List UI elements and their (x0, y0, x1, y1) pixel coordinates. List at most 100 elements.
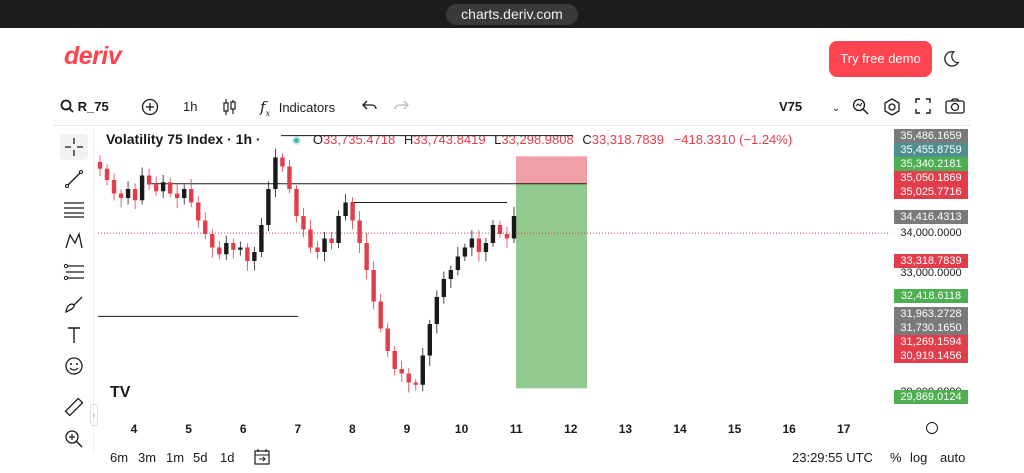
time-tick-label: 5 (185, 422, 192, 436)
percent-scale-button[interactable]: % (890, 450, 902, 465)
url-bar[interactable]: charts.deriv.com (446, 4, 578, 25)
price-axis-label: 31,963.2728 (894, 307, 968, 321)
high-label: H (403, 132, 414, 147)
redo-icon (394, 100, 409, 110)
calendar-icon (254, 449, 270, 465)
text-tool[interactable] (60, 322, 88, 348)
fibonacci-icon (63, 263, 84, 281)
candles-icon (223, 99, 236, 115)
time-tick-label: 13 (618, 422, 633, 436)
clock-time[interactable]: 23:29:55 UTC (792, 450, 873, 465)
gear-icon (884, 98, 900, 116)
price-axis-label: 30,919.1456 (894, 349, 968, 363)
price-axis-label: 35,050.1869 (894, 171, 968, 185)
date-range-button[interactable] (253, 448, 271, 469)
browser-bar: charts.deriv.com (0, 0, 1024, 28)
time-tick-label: 6 (239, 422, 247, 436)
symbol-label: R_75 (77, 99, 109, 114)
indicators-button[interactable]: fx Indicators (260, 98, 335, 118)
fullscreen-icon (915, 98, 931, 114)
chart-legend: Volatility 75 Index · 1h · O33,735.4718 … (106, 131, 792, 147)
tradingview-logo-icon[interactable]: TV (110, 384, 131, 401)
pattern-icon (65, 231, 83, 249)
price-tick-label: 34,000.0000 (900, 227, 962, 239)
fullscreen-button[interactable] (915, 98, 931, 116)
drawing-toolbar (54, 128, 94, 453)
time-tick-label: 12 (564, 422, 578, 436)
time-tick-label: 16 (782, 422, 796, 436)
chevron-down-icon: ⌄ (831, 103, 841, 114)
time-tick-label: 15 (727, 422, 742, 436)
price-axis-label: 35,455.8759 (894, 143, 968, 157)
crosshair-search-button[interactable] (852, 98, 870, 116)
time-tick-label: 17 (837, 422, 851, 436)
time-tick-label: 7 (294, 422, 302, 436)
change-value: −418.3310 (−1.24%) (673, 132, 793, 147)
market-status-dot (292, 136, 302, 145)
deriv-logo[interactable]: deriv (64, 42, 122, 70)
line-tool[interactable] (60, 166, 88, 192)
range-5d-button[interactable]: 5d (193, 450, 208, 465)
function-icon: fx (260, 98, 271, 118)
crosshair-icon (65, 138, 83, 156)
channel-tool[interactable] (60, 196, 88, 222)
bottom-bar: 6m 3m 1m 5d 1d 23:29:55 UTC % log auto (98, 446, 970, 470)
symbol-selector[interactable]: R_75 (60, 98, 109, 116)
range-1m-button[interactable]: 1m (166, 450, 185, 465)
screenshot-button[interactable] (945, 98, 965, 116)
undo-icon (362, 100, 377, 110)
add-compare-button[interactable] (141, 98, 159, 116)
collapse-toolbar-handle[interactable]: ‹ (90, 404, 98, 426)
search-icon (60, 99, 74, 113)
camera-icon (945, 98, 965, 114)
auto-scale-button[interactable]: auto (940, 450, 966, 465)
smiley-icon (65, 357, 83, 375)
close-label: C (582, 132, 592, 147)
chart-toolbar: R_75 1h fx Indicators V75 ⌄ (0, 94, 1024, 120)
price-axis-label: 34,416.4313 (894, 210, 968, 224)
version-selector[interactable]: V75 ⌄ (779, 98, 840, 116)
brush-tool[interactable] (60, 291, 88, 317)
range-3m-button[interactable]: 3m (138, 450, 157, 465)
crosshair-tool[interactable] (60, 134, 88, 160)
ruler-icon (64, 397, 84, 417)
version-label: V75 (779, 99, 803, 114)
log-scale-button[interactable]: log (910, 450, 928, 465)
range-6m-button[interactable]: 6m (110, 450, 129, 465)
fibonacci-tool[interactable] (60, 259, 88, 285)
emoji-tool[interactable] (60, 353, 88, 379)
redo-button[interactable] (393, 98, 409, 116)
axis-settings-icon[interactable] (926, 422, 938, 434)
close-value: 33,318.7839 (591, 132, 665, 147)
measure-tool[interactable] (60, 394, 88, 420)
price-tick-label: 33,000.0000 (900, 267, 962, 279)
chart-area[interactable] (54, 125, 970, 445)
zoom-in-tool[interactable] (60, 426, 88, 452)
time-tick-label: 10 (454, 422, 469, 436)
low-label: L (494, 132, 502, 147)
time-tick-label: 4 (130, 422, 138, 436)
interval-button[interactable]: 1h (183, 99, 198, 114)
text-icon (68, 327, 80, 343)
price-axis-label: 35,340.2181 (894, 157, 968, 171)
moon-icon[interactable] (942, 50, 960, 68)
brush-icon (65, 296, 83, 314)
instrument-title: Volatility 75 Index · 1h · (106, 131, 261, 147)
price-axis-label: 35,025.7716 (894, 185, 968, 199)
price-axis-label: 31,269.1594 (894, 335, 968, 349)
zoom-in-icon (65, 430, 83, 448)
price-axis-label: 29,869.0124 (894, 390, 968, 404)
price-axis-label: 32,418.6118 (894, 289, 968, 303)
time-tick-label: 8 (349, 422, 356, 436)
try-free-demo-button[interactable]: Try free demo (829, 41, 932, 77)
open-label: O (312, 132, 323, 147)
chart-type-button[interactable] (222, 98, 238, 116)
trend-line-icon (65, 170, 83, 188)
pattern-tool[interactable] (60, 228, 88, 254)
time-tick-label: 9 (403, 422, 411, 436)
plus-circle-icon (141, 98, 159, 116)
price-axis-label: 33,318.7839 (894, 254, 968, 268)
undo-button[interactable] (362, 98, 378, 116)
range-1d-button[interactable]: 1d (220, 450, 235, 465)
settings-button[interactable] (883, 98, 901, 116)
